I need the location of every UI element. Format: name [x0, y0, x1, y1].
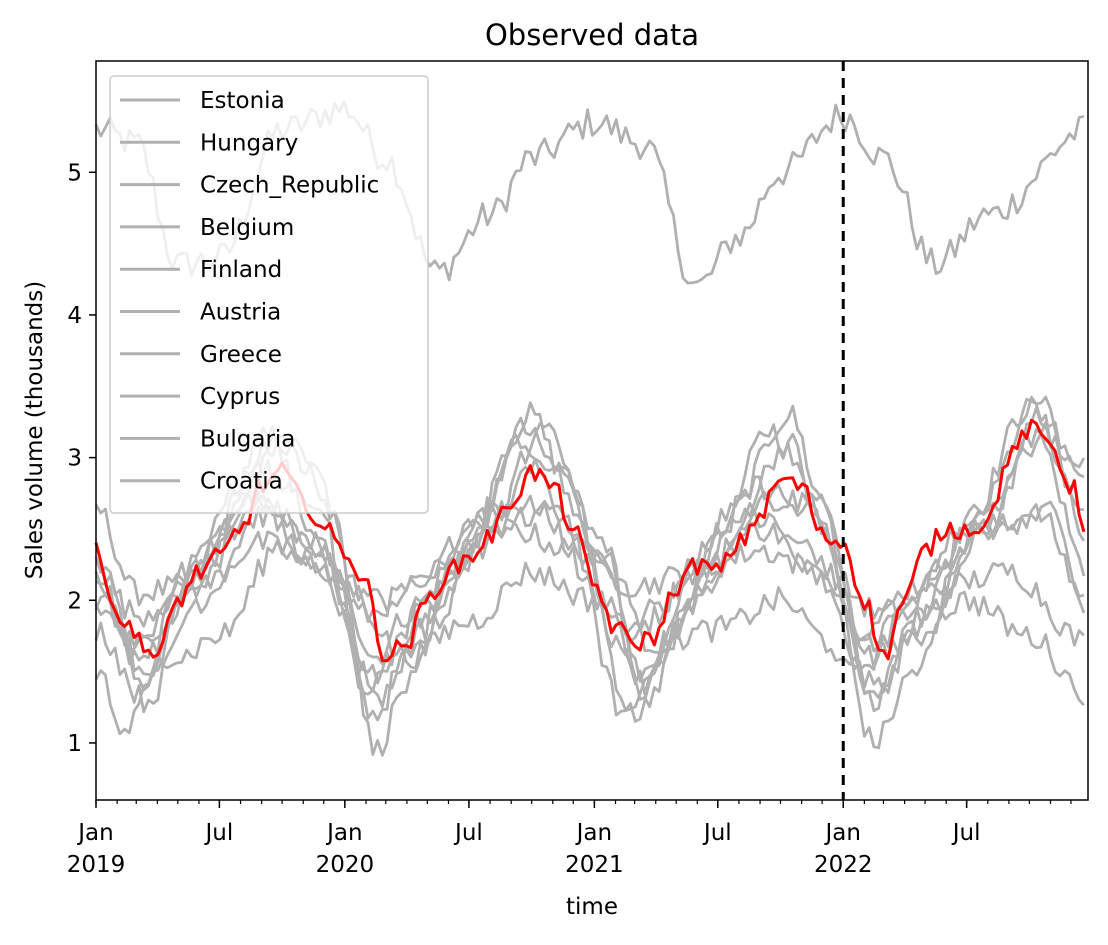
y-axis: 1 2 3 4 5 [67, 160, 96, 757]
legend-label-greece: Greece [200, 342, 282, 368]
legend-label-cyprus: Cyprus [200, 384, 280, 410]
x-tick-label: Jul [204, 820, 234, 846]
y-axis-label: Sales volume (thousands) [22, 281, 48, 579]
legend: Estonia Hungary Czech_Republic Belgium Finla… [109, 75, 429, 514]
legend-label-finland: Finland [200, 257, 282, 283]
legend-label-estonia: Estonia [200, 88, 285, 114]
x-axis: Jan 2019 Jul Jan 2020 Jul Jan 2021 Jul Jan 2022 Jul [67, 800, 1072, 878]
legend-box [109, 75, 429, 514]
series-line-greece [94, 500, 1086, 714]
x-axis-label: time [566, 894, 618, 920]
x-tick-label: Jan [76, 820, 113, 846]
legend-label-austria: Austria [200, 300, 281, 326]
x-tick-label: Jan [325, 820, 362, 846]
legend-label-croatia: Croatia [200, 469, 283, 495]
y-tick-label: 5 [67, 160, 82, 186]
legend-label-czech-republic: Czech_Republic [200, 173, 379, 199]
x-tick-label: Jan [824, 820, 861, 846]
x-tick-label: Jul [453, 820, 483, 846]
x-tick-year-label: 2022 [814, 852, 873, 878]
y-tick-label: 3 [67, 446, 82, 472]
x-tick-year-label: 2019 [67, 852, 126, 878]
x-tick-year-label: 2020 [316, 852, 375, 878]
y-tick-label: 1 [67, 731, 82, 757]
legend-label-bulgaria: Bulgaria [200, 426, 295, 452]
x-tick-label: Jan [575, 820, 612, 846]
plot-frame [95, 60, 1089, 801]
x-tick-label: Jul [702, 820, 732, 846]
series-line-cyprus [94, 539, 1085, 707]
legend-label-belgium: Belgium [200, 215, 294, 241]
y-tick-label: 2 [67, 588, 82, 614]
y-tick-label: 4 [67, 303, 82, 329]
x-tick-label: Jul [951, 820, 981, 846]
chart-title: Observed data [485, 18, 699, 52]
x-tick-year-label: 2021 [565, 852, 624, 878]
legend-label-hungary: Hungary [200, 130, 298, 156]
